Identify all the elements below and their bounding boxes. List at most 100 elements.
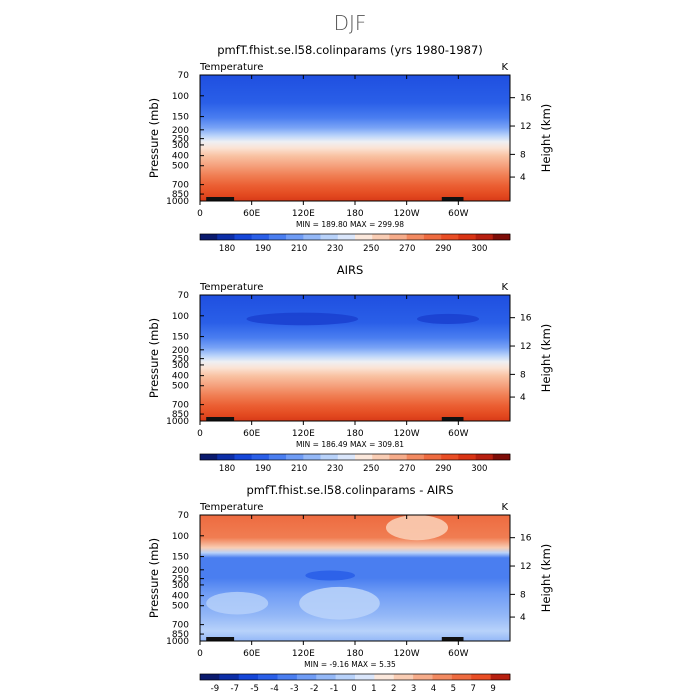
- y-tick-label: 150: [172, 113, 189, 123]
- colorbar-frame: [199, 233, 511, 241]
- x-tick-label: 0: [197, 429, 203, 439]
- colorbar-label: 210: [291, 244, 307, 254]
- colorbar-box: [286, 234, 304, 240]
- y-axis-label: Pressure (mb): [147, 538, 161, 618]
- colorbar-label: 230: [327, 244, 343, 254]
- panel-left-label: Temperature: [199, 502, 263, 513]
- colorbar-box: [406, 454, 425, 460]
- colorbar-label: 9: [490, 684, 495, 694]
- colorbar-frame: [199, 453, 511, 461]
- cold-core: [246, 312, 359, 326]
- colorbar-box: [406, 234, 425, 240]
- colorbar-box: [374, 674, 395, 680]
- colorbar-box: [393, 674, 414, 680]
- y2-tick-label: 4: [520, 393, 526, 403]
- colorbar-box: [320, 234, 339, 240]
- colorbar-label: -9: [211, 684, 219, 694]
- colorbar-box: [238, 674, 259, 680]
- colorbar-label: -7: [231, 684, 239, 694]
- min-max-text: MIN = -9.16 MAX = 5.35: [304, 660, 396, 669]
- min-max-text: MIN = 186.49 MAX = 309.81: [296, 440, 404, 449]
- x-tick-label: 60E: [243, 429, 260, 439]
- panel-1: pmfT.fhist.se.l58.colinparams (yrs 1980-…: [147, 43, 553, 254]
- colorbar-box: [316, 674, 336, 680]
- x-tick-label: 60E: [243, 209, 260, 219]
- y-tick-label: 150: [172, 553, 189, 563]
- colorbar-label: 3: [411, 684, 416, 694]
- y-tick-label: 500: [172, 382, 189, 392]
- colorbar-label: 4: [431, 684, 436, 694]
- topography: [441, 197, 464, 201]
- colorbar-box: [200, 674, 220, 680]
- panel-unit-label: K: [501, 502, 508, 513]
- y-tick-label: 70: [178, 71, 190, 81]
- y2-tick-label: 16: [520, 94, 532, 104]
- colorbar-label: -4: [270, 684, 278, 694]
- panel-title: pmfT.fhist.se.l58.colinparams - AIRS: [246, 483, 453, 497]
- y-tick-label: 400: [172, 372, 189, 382]
- x-tick-label: 0: [197, 649, 203, 659]
- colorbar-box: [337, 454, 356, 460]
- y-tick-label: 400: [172, 152, 189, 162]
- colorbar-label: 2: [391, 684, 396, 694]
- x-tick-label: 180: [346, 649, 363, 659]
- y2-tick-label: 8: [520, 150, 526, 160]
- warm-blob: [206, 591, 269, 615]
- topography: [441, 417, 464, 421]
- x-tick-label: 180: [346, 429, 363, 439]
- colorbar-box: [217, 234, 235, 240]
- colorbar-box: [355, 234, 373, 240]
- x-tick-label: 60E: [243, 649, 260, 659]
- y-tick-label: 300: [172, 361, 189, 371]
- colorbar-box: [258, 674, 278, 680]
- x-tick-label: 60W: [448, 209, 468, 219]
- colorbar-box: [200, 454, 218, 460]
- colorbar-box: [389, 234, 407, 240]
- x-tick-label: 0: [197, 209, 203, 219]
- colorbar-box: [423, 234, 442, 240]
- colorbar-box: [441, 454, 459, 460]
- colorbar-box: [355, 674, 375, 680]
- colorbar-label: 0: [351, 684, 356, 694]
- x-tick-label: 60W: [448, 429, 468, 439]
- colorbar-box: [268, 234, 287, 240]
- y-tick-label: 100: [172, 92, 189, 102]
- y-tick-label: 1000: [166, 637, 189, 647]
- y-tick-label: 700: [172, 401, 189, 411]
- topography: [441, 637, 464, 641]
- colorbar-box: [458, 454, 476, 460]
- y2-tick-label: 12: [520, 122, 531, 132]
- colorbar-box: [451, 674, 472, 680]
- y-tick-label: 150: [172, 333, 189, 343]
- y2-tick-label: 16: [520, 314, 532, 324]
- y2-tick-label: 8: [520, 590, 526, 600]
- colorbar-box: [475, 454, 494, 460]
- panel-left-label: Temperature: [199, 282, 263, 293]
- colorbar-box: [219, 674, 240, 680]
- y-tick-label: 700: [172, 181, 189, 191]
- colorbar-label: 1: [371, 684, 376, 694]
- colorbar-label: 290: [435, 464, 451, 474]
- topography: [206, 417, 235, 421]
- cold-core: [417, 313, 479, 324]
- y-tick-label: 300: [172, 581, 189, 591]
- colorbar-frame: [199, 673, 511, 681]
- warm-blob: [386, 515, 448, 541]
- colorbar-box: [200, 234, 218, 240]
- colorbar-label: 230: [327, 464, 343, 474]
- colorbar-box: [492, 234, 511, 240]
- colorbar-box: [475, 234, 494, 240]
- y-axis-label: Pressure (mb): [147, 318, 161, 398]
- y-tick-label: 100: [172, 532, 189, 542]
- colorbar-box: [355, 454, 373, 460]
- cold-blob: [305, 570, 356, 581]
- colorbar-label: 270: [399, 244, 415, 254]
- y2-axis-label: Height (km): [539, 544, 553, 613]
- panel-title: AIRS: [337, 263, 364, 277]
- y2-axis-label: Height (km): [539, 104, 553, 173]
- colorbar-box: [268, 454, 287, 460]
- colorbar-box: [372, 454, 390, 460]
- colorbar-box: [286, 454, 304, 460]
- x-tick-label: 120W: [394, 649, 420, 659]
